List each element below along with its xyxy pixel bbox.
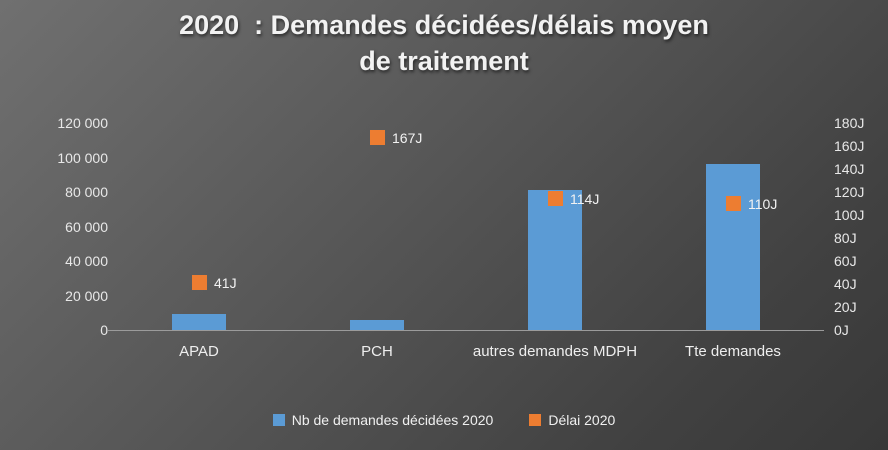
right-axis-tick-label: 60J [834,253,857,269]
x-axis-category-label: PCH [361,343,393,360]
bar [706,163,760,330]
legend-swatch-icon [272,414,285,426]
x-axis-line [108,330,824,331]
chart-title: 2020 : Demandes décidées/délais moyen de… [0,8,888,79]
legend-item: Délai 2020 [529,412,615,428]
x-axis-category-label: autres demandes MDPH [472,343,638,360]
bar [172,313,226,330]
left-axis-tick-label: 80 000 [65,184,108,200]
bar [528,189,582,330]
delay-value-label: 110J [748,195,778,212]
left-axis-tick-label: 0 [100,322,108,338]
x-axis-category-label: Tte demandes [685,343,781,360]
right-axis-tick-label: 0J [834,322,849,338]
delay-marker [725,196,741,211]
chart-title-line-2: de traitement [359,45,529,76]
legend-label: Délai 2020 [548,412,616,428]
delay-marker [547,191,563,207]
right-axis-tick-label: 40J [834,276,857,292]
right-axis-tick-label: 120J [834,184,865,200]
left-axis-tick-label: 40 000 [65,253,108,269]
bar [350,319,404,330]
delay-value-label: 114J [570,190,600,207]
left-axis-tick-label: 20 000 [65,287,108,304]
right-axis-tick-label: 100J [834,207,865,223]
legend: Nb de demandes décidées 2020 Délai 2020 [0,412,888,428]
delay-value-label: 41J [214,274,237,291]
delay-value-label: 167J [392,129,423,146]
delay-marker [191,275,207,291]
right-axis-tick-label: 160J [834,138,865,154]
left-axis-tick-label: 120 000 [57,115,108,131]
delay-marker [369,130,385,146]
legend-swatch-icon [529,414,542,426]
left-axis-tick-label: 100 000 [57,149,108,166]
right-axis-tick-label: 180J [834,115,865,131]
right-axis-tick-label: 20J [834,299,857,315]
legend-item: Nb de demandes décidées 2020 [272,412,494,428]
left-axis-tick-label: 60 000 [65,218,108,235]
x-axis-category-label: APAD [179,343,219,360]
right-axis-tick-label: 80J [834,230,857,246]
chart-title-line-1: 2020 : Demandes décidées/délais moyen [179,10,709,40]
legend-label: Nb de demandes décidées 2020 [291,412,494,428]
right-axis-tick-label: 140J [834,161,865,177]
